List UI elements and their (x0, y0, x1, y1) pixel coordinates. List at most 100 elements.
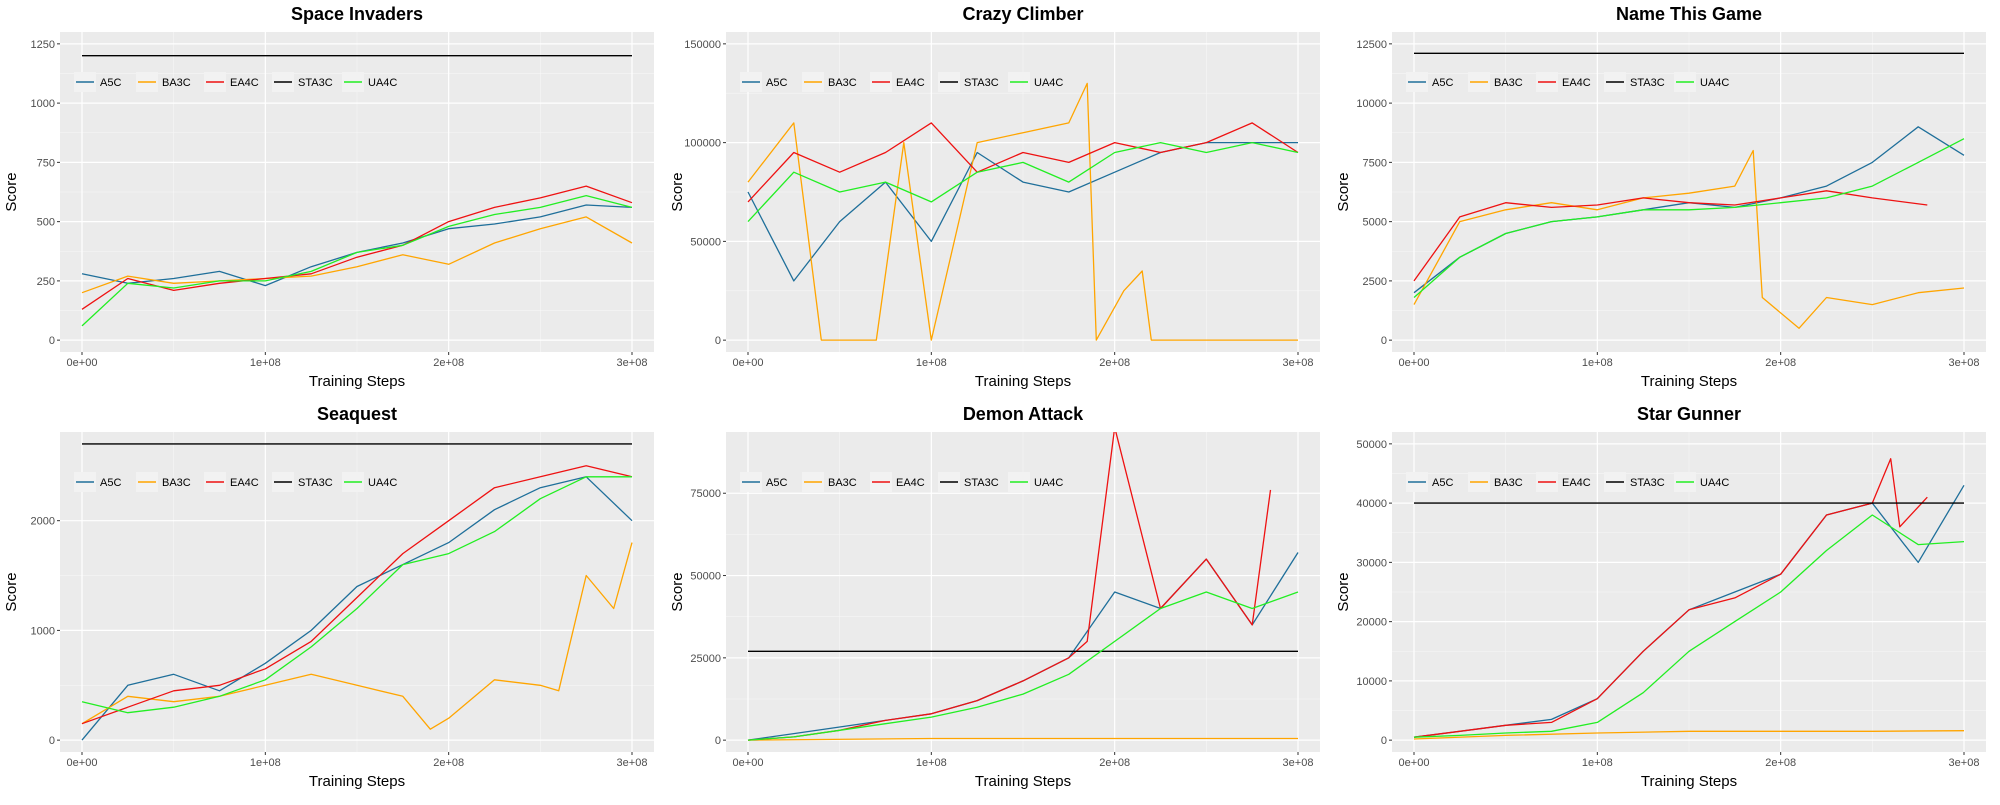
y-tick-label: 30000 (1356, 557, 1387, 569)
legend: A5C BA3C EA4C STA3C UA4C (1406, 72, 1729, 92)
legend-label-ea4c: EA4C (896, 77, 925, 89)
series-line-ea4c (1413, 190, 1928, 282)
legend: A5C BA3C EA4C STA3C UA4C (740, 472, 1063, 492)
x-tick-label: 3e+08 (1949, 757, 1980, 769)
x-tick-label: 0e+00 (1399, 357, 1430, 369)
x-tick-label: 2e+08 (1765, 357, 1796, 369)
series-line-ua4c (747, 591, 1299, 741)
chart-star-gunner: 0e+00 1e+08 2e+08 3e+08 0 10000 20000 30000 4000… (1335, 404, 1986, 790)
series-line-ua4c (747, 141, 1299, 223)
legend-label-ba3c: BA3C (162, 77, 191, 89)
series-line-ea4c (81, 185, 633, 310)
legend-label-sta3c: STA3C (964, 477, 999, 489)
legend-label-a5c: A5C (1432, 77, 1453, 89)
chart-title: Space Invaders (291, 4, 423, 24)
x-tick-label: 0e+00 (733, 757, 764, 769)
legend-label-a5c: A5C (766, 77, 787, 89)
x-axis-label: Training Steps (1641, 773, 1737, 790)
legend: A5C BA3C EA4C STA3C UA4C (1406, 472, 1729, 492)
legend-label-sta3c: STA3C (964, 77, 999, 89)
chart-demon-attack: 0e+00 1e+08 2e+08 3e+08 0 25000 50000 75000 A5C B… (669, 404, 1320, 790)
legend-label-ba3c: BA3C (828, 77, 857, 89)
legend-label-sta3c: STA3C (1630, 77, 1665, 89)
legend-label-ea4c: EA4C (1562, 477, 1591, 489)
x-tick-label: 1e+08 (916, 357, 947, 369)
legend-label-ea4c: EA4C (896, 477, 925, 489)
chart-title: Crazy Climber (962, 4, 1083, 24)
y-tick-label: 12500 (1356, 39, 1387, 51)
series-line-a5c (81, 476, 633, 741)
y-tick-label: 0 (715, 335, 721, 347)
legend-label-ba3c: BA3C (1494, 77, 1523, 89)
y-tick-label: 0 (1381, 735, 1387, 747)
y-tick-label: 750 (37, 157, 55, 169)
legend-label-sta3c: STA3C (298, 477, 333, 489)
y-tick-label: 25000 (690, 653, 721, 665)
legend-label-ua4c: UA4C (1700, 77, 1729, 89)
y-tick-label: 10000 (1356, 676, 1387, 688)
y-tick-label: 250 (37, 276, 55, 288)
y-tick-label: 0 (49, 735, 55, 747)
x-tick-label: 1e+08 (916, 757, 947, 769)
x-axis-label: Training Steps (975, 773, 1071, 790)
x-tick-label: 2e+08 (433, 757, 464, 769)
y-axis-label: Score (669, 172, 686, 211)
y-tick-label: 1000 (31, 98, 55, 110)
series-line-ba3c (1413, 730, 1965, 740)
legend: A5C BA3C EA4C STA3C UA4C (74, 472, 397, 492)
legend-label-sta3c: STA3C (1630, 477, 1665, 489)
legend-label-ua4c: UA4C (368, 77, 397, 89)
legend-label-a5c: A5C (1432, 477, 1453, 489)
legend-label-ua4c: UA4C (1034, 477, 1063, 489)
series-line-ua4c (81, 476, 632, 714)
chart-space-invaders: 0e+00 1e+08 2e+08 3e+08 0 250 500 750 1000 1250 A5… (3, 4, 654, 390)
y-tick-label: 10000 (1356, 98, 1387, 110)
y-tick-label: 2000 (31, 516, 55, 528)
y-axis-label: Score (1335, 172, 1352, 211)
y-tick-label: 7500 (1363, 157, 1387, 169)
legend-label-ea4c: EA4C (1562, 77, 1591, 89)
series-line-ba3c (747, 737, 1298, 741)
y-axis-label: Score (1335, 572, 1352, 611)
series-line-ba3c (81, 216, 633, 294)
x-axis-label: Training Steps (309, 373, 405, 390)
y-tick-label: 0 (1381, 335, 1387, 347)
series-line-ba3c (81, 542, 633, 730)
x-axis-label: Training Steps (309, 773, 405, 790)
legend-label-a5c: A5C (100, 77, 121, 89)
legend-label-ea4c: EA4C (230, 477, 259, 489)
x-tick-label: 2e+08 (1099, 757, 1130, 769)
chart-title: Demon Attack (963, 404, 1084, 424)
chart-title: Name This Game (1616, 4, 1762, 24)
y-axis-label: Score (3, 172, 20, 211)
legend-label-sta3c: STA3C (298, 77, 333, 89)
y-tick-label: 1250 (31, 39, 55, 51)
legend-label-ba3c: BA3C (162, 477, 191, 489)
legend-label-ua4c: UA4C (1700, 477, 1729, 489)
y-tick-label: 0 (715, 735, 721, 747)
series-line-ua4c (1413, 514, 1965, 738)
x-tick-label: 1e+08 (250, 357, 281, 369)
x-tick-label: 3e+08 (1949, 357, 1980, 369)
legend-label-a5c: A5C (766, 477, 787, 489)
x-tick-label: 2e+08 (433, 357, 464, 369)
y-tick-label: 150000 (684, 39, 721, 51)
y-tick-label: 100000 (684, 138, 721, 150)
legend-label-ua4c: UA4C (1034, 77, 1063, 89)
x-tick-label: 3e+08 (1283, 757, 1314, 769)
x-tick-label: 3e+08 (1283, 357, 1314, 369)
series-line-ea4c (747, 122, 1299, 203)
y-tick-label: 2500 (1363, 276, 1387, 288)
series-line-ba3c (1413, 149, 1965, 329)
x-tick-label: 0e+00 (733, 357, 764, 369)
x-tick-label: 3e+08 (617, 757, 648, 769)
legend-label-ea4c: EA4C (230, 77, 259, 89)
x-tick-label: 1e+08 (1582, 357, 1613, 369)
x-tick-label: 1e+08 (250, 757, 281, 769)
legend-label-ua4c: UA4C (368, 477, 397, 489)
series-line-ua4c (81, 194, 633, 327)
series-line-ea4c (81, 465, 633, 725)
x-tick-label: 2e+08 (1099, 357, 1130, 369)
